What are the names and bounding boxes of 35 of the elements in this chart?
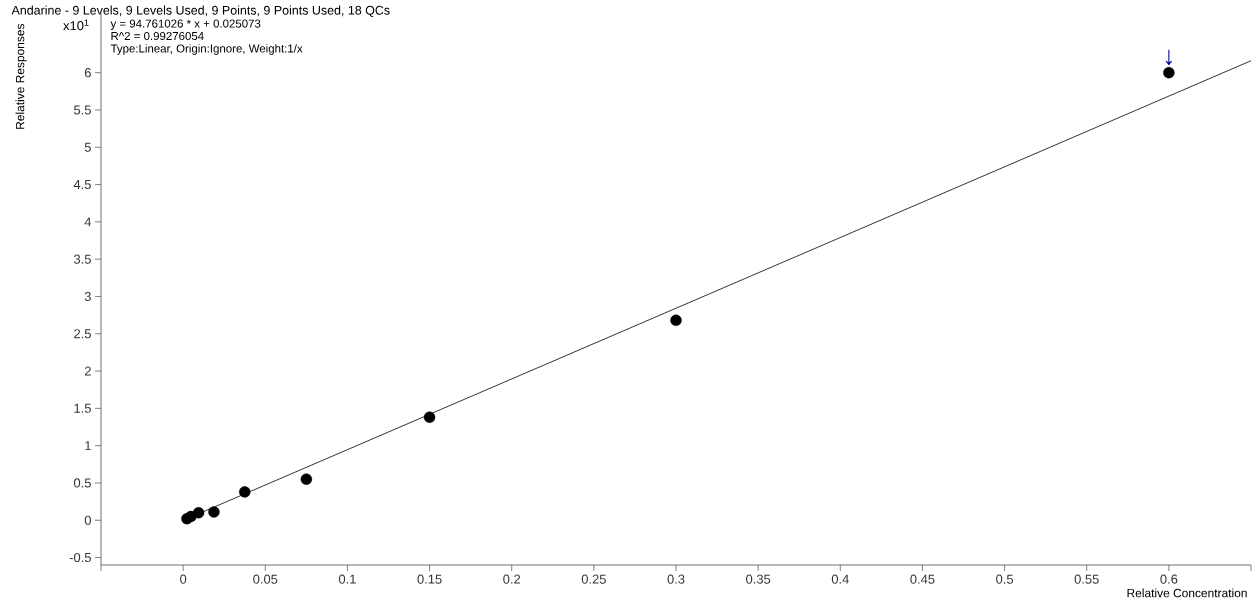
x-tick-label: 0.35 xyxy=(746,574,771,584)
x-tick-label: 0.55 xyxy=(1074,574,1099,584)
x-tick-label: 0.45 xyxy=(910,574,935,584)
y-tick-label: 0.5 xyxy=(73,478,91,488)
y-tick-label: 3.5 xyxy=(73,254,91,264)
y-axis-title: Relative Responses xyxy=(15,23,27,129)
annotation: R^2 = 0.99276054 xyxy=(111,31,204,41)
y-tick-label: 2 xyxy=(84,366,91,376)
y-tick-label: 2.5 xyxy=(74,329,91,339)
x-tick-label: 0.3 xyxy=(667,574,685,584)
y-tick-label: 4.5 xyxy=(73,180,91,190)
y-tick-label: 3 xyxy=(84,291,91,302)
y-tick-label: 1.5 xyxy=(74,403,91,413)
annotation: Type:Linear, Origin:Ignore, Weight:1/x xyxy=(110,44,303,55)
y-tick-label: 5 xyxy=(84,142,91,152)
x-tick-label: 0.05 xyxy=(253,574,278,584)
x-tick-label: 0.15 xyxy=(417,574,442,584)
x-tick-label: 0.25 xyxy=(581,574,606,584)
y-tick-label: 5.5 xyxy=(73,105,91,115)
x-tick-label: 0.5 xyxy=(996,574,1014,584)
annotation: ↓ xyxy=(1165,49,1172,66)
y-tick-label: 0 xyxy=(84,515,91,525)
x-tick-label: 0.4 xyxy=(831,574,849,584)
x-tick-label: 0.1 xyxy=(338,574,356,584)
y-tick-label: 6 xyxy=(84,68,91,78)
text: x10$^{1}$ xyxy=(63,19,89,31)
x-tick-label: 0 xyxy=(180,574,187,584)
y-tick-label: 4 xyxy=(84,217,92,227)
x-tick-label: 0.2 xyxy=(503,574,521,584)
x-tick-label: 0.6 xyxy=(1160,574,1178,584)
annotation: y = 94.761026 * x + 0.025073 xyxy=(110,19,261,30)
x-axis-title: Relative Concentration xyxy=(1127,588,1247,598)
y-tick-label: -0.5 xyxy=(69,552,91,563)
y-tick-label: 1 xyxy=(85,441,91,451)
chart-title: Andarine - 9 Levels, 9 Levels Used, 9 Points, 9 Points Used, 18 QCs xyxy=(11,5,390,17)
